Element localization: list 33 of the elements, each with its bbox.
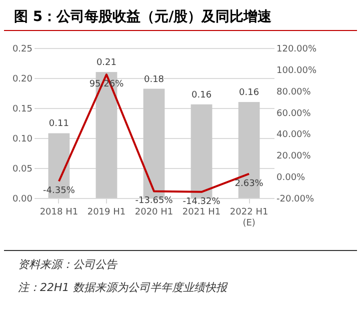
y2-tick-label: 0.00% [276, 173, 306, 184]
data-label: 0.11 [48, 119, 69, 130]
x-tick-label: 2021 H1 [182, 208, 221, 218]
chart-title: 图 5：公司每股收益（元/股）及同比增速 [4, 0, 357, 31]
y-tick-label: 0.10 [12, 134, 33, 144]
text: 资料来源：公司公告 [18, 257, 118, 272]
y2-tick-label: -20.00% [276, 194, 315, 204]
data-label: 0.16 [192, 90, 212, 100]
y2-tick-label: 60.00% [276, 108, 312, 119]
bar [190, 104, 212, 198]
y2-tick-label: 20.00% [276, 152, 312, 162]
data-label: -14.32% [182, 196, 221, 207]
x-tick-label: 2018 H1 [40, 208, 78, 218]
x-tick-label: 2022 H1 (E) [230, 208, 268, 228]
data-label: 0.21 [96, 58, 116, 68]
data-label: -13.65% [135, 196, 174, 206]
text: 注：22H1 数据来源为公司半年度业绩快报 [18, 280, 229, 295]
bar [143, 88, 165, 198]
y2-tick-label: 80.00% [276, 87, 312, 98]
x-tick-label: 2019 H1 [87, 208, 126, 218]
y-tick-label: 0.00 [12, 194, 33, 204]
data-label: 2.63% [234, 178, 264, 189]
y-tick-label: 0.20 [12, 74, 33, 84]
data-label: 0.16 [239, 88, 260, 98]
data-label: 0.18 [144, 74, 164, 85]
data-label: -4.35% [43, 186, 76, 196]
y-tick-label: 0.15 [12, 104, 32, 114]
y2-tick-label: 120.00% [276, 44, 317, 54]
y-tick-label: 0.25 [12, 44, 32, 54]
y2-tick-label: 40.00% [276, 130, 312, 140]
y-tick-label: 0.05 [12, 164, 32, 174]
x-tick-label: 2020 H1 [134, 208, 174, 218]
y2-tick-label: 100.00% [276, 66, 317, 76]
